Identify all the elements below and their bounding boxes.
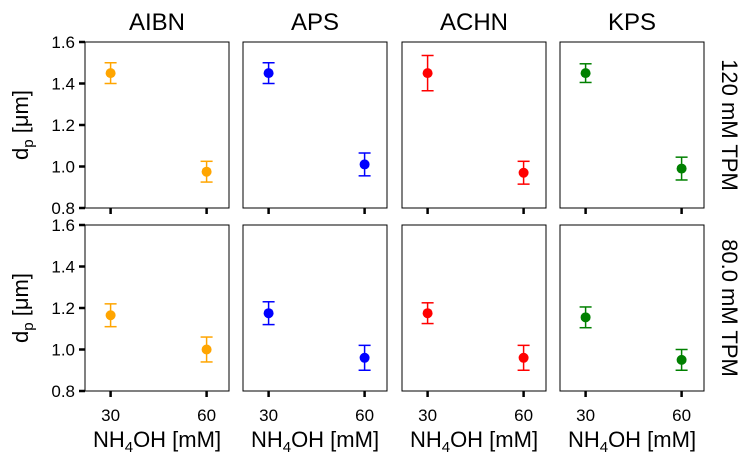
x-axis-label: NH4OH [mM]	[568, 427, 696, 456]
data-point-x30	[105, 68, 116, 79]
x-tick-label-30: 30	[259, 406, 278, 425]
panel-aibn-row1: 0.8 1.0 1.2 1.4 1.6	[51, 33, 230, 218]
column-title-kps: KPS	[608, 9, 656, 36]
y-tick-label: 0.8	[51, 382, 75, 401]
x-axis-label: NH4OH [mM]	[93, 427, 221, 456]
panel-frame	[559, 224, 705, 392]
data-point-x30	[105, 310, 116, 321]
data-point-x60	[676, 354, 687, 365]
data-point-x60	[359, 159, 370, 170]
x-tick-label-60: 60	[672, 406, 691, 425]
x-tick-label-60: 60	[197, 406, 216, 425]
data-point-x60	[201, 166, 212, 177]
panel-frame	[559, 41, 705, 209]
x-axis-label: NH4OH [mM]	[410, 427, 538, 456]
column-title-achn: ACHN	[440, 9, 508, 36]
x-tick-label-60: 60	[514, 406, 533, 425]
data-point-x60	[676, 163, 687, 174]
y-tick-label: 1.4	[51, 258, 75, 277]
y-tick-label: 1.0	[51, 158, 75, 177]
data-point-x30	[422, 68, 433, 79]
y-tick-label: 0.8	[51, 199, 75, 218]
data-point-x30	[263, 68, 274, 79]
panel-frame	[401, 41, 547, 209]
data-point-x30	[422, 308, 433, 319]
row-label-1: 120 mM TPM	[717, 59, 742, 191]
y-tick-label: 1.2	[51, 116, 75, 135]
data-point-x60	[518, 167, 529, 178]
panel-achn-row2	[401, 224, 547, 397]
y-tick-label: 1.4	[51, 75, 75, 94]
x-tick-label-30: 30	[101, 406, 120, 425]
panel-frame	[401, 224, 547, 392]
y-axis-label: dp [μm]	[8, 90, 37, 160]
panel-frame	[242, 224, 388, 392]
column-title-aps: APS	[291, 9, 339, 36]
data-point-x60	[359, 352, 370, 363]
row-label-2: 80.0 mM TPM	[717, 239, 742, 377]
x-tick-label-30: 30	[418, 406, 437, 425]
panel-kps-row2	[559, 224, 705, 397]
data-point-x30	[263, 308, 274, 319]
x-tick-label-60: 60	[355, 406, 374, 425]
y-axis-label: dp [μm]	[8, 273, 37, 343]
panel-frame	[84, 224, 230, 392]
panel-frame	[84, 41, 230, 209]
panel-aps-row1	[242, 41, 388, 214]
column-title-aibn: AIBN	[129, 9, 185, 36]
data-point-x30	[580, 312, 591, 323]
data-point-x30	[580, 68, 591, 79]
y-tick-label: 1.6	[51, 216, 75, 235]
panel-kps-row1	[559, 41, 705, 214]
x-tick-label-30: 30	[576, 406, 595, 425]
panel-frame	[242, 41, 388, 209]
y-tick-label: 1.6	[51, 33, 75, 52]
y-tick-label: 1.0	[51, 341, 75, 360]
panel-aps-row2	[242, 224, 388, 397]
panel-achn-row1	[401, 41, 547, 214]
x-axis-label: NH4OH [mM]	[251, 427, 379, 456]
data-point-x60	[201, 344, 212, 355]
data-point-x60	[518, 352, 529, 363]
y-tick-label: 1.2	[51, 299, 75, 318]
panel-aibn-row2: 0.8 1.0 1.2 1.4 1.6	[51, 216, 230, 401]
